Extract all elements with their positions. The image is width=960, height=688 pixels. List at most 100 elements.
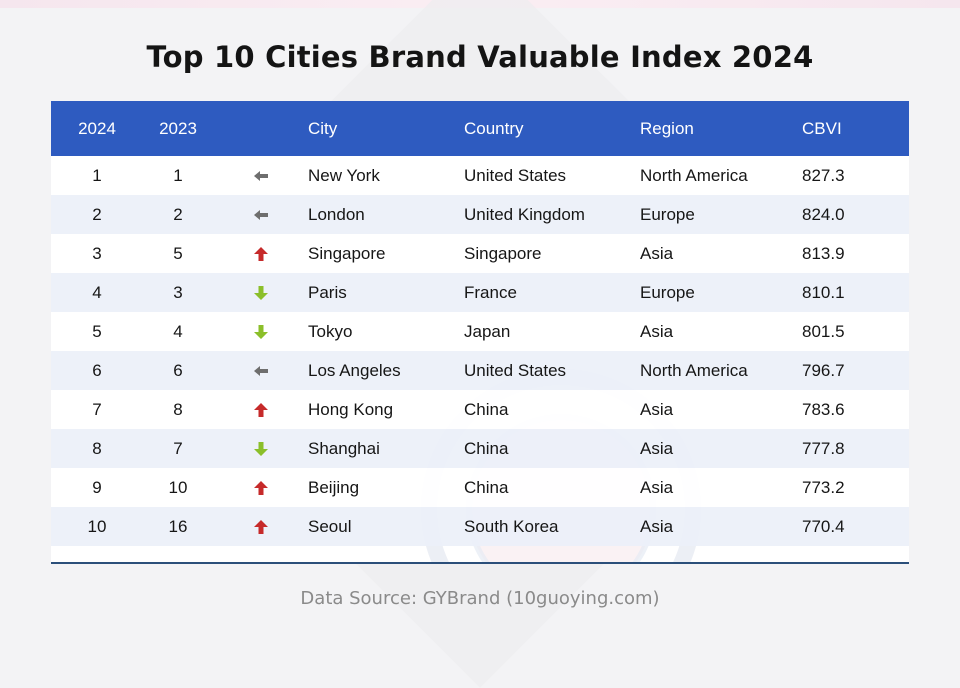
arrow-down-icon — [253, 286, 268, 301]
cell-city: Beijing — [308, 477, 360, 497]
cell-city: Paris — [308, 282, 347, 302]
cell-cbvi: 810.1 — [802, 282, 845, 302]
page-title: Top 10 Cities Brand Valuable Index 2024 — [146, 40, 814, 74]
cell-trend — [213, 312, 308, 351]
table-header-row: 2024 2023 City Country Region CBVI — [51, 101, 909, 156]
cell-rank-2023: 7 — [173, 438, 183, 458]
header-country: Country — [464, 118, 524, 138]
header-trend — [213, 101, 308, 156]
cell-trend — [213, 429, 308, 468]
cell-rank-2023: 16 — [168, 516, 188, 536]
cell-city: Singapore — [308, 243, 386, 263]
cell-country: France — [464, 282, 517, 302]
cell-region: Asia — [640, 321, 674, 341]
cell-country: Singapore — [464, 243, 542, 263]
data-source-note: Data Source: GYBrand (10guoying.com) — [300, 588, 660, 609]
table-row: 5 4 Tokyo Japan Asia 801.5 — [51, 312, 909, 351]
table-row: 9 10 Beijing China Asia 773.2 — [51, 468, 909, 507]
cell-country: South Korea — [464, 516, 559, 536]
cell-region: Europe — [640, 282, 695, 302]
cell-rank-2024: 2 — [92, 204, 102, 224]
cell-rank-2024: 3 — [92, 243, 102, 263]
cell-rank-2024: 1 — [92, 165, 102, 185]
cell-rank-2023: 3 — [173, 282, 183, 302]
cell-region: Asia — [640, 399, 674, 419]
cell-rank-2023: 2 — [173, 204, 183, 224]
table-row: 10 16 Seoul South Korea Asia 770.4 — [51, 507, 909, 546]
cell-rank-2024: 5 — [92, 321, 102, 341]
arrow-left-icon — [253, 210, 268, 221]
arrow-left-icon — [253, 366, 268, 377]
cell-cbvi: 777.8 — [802, 438, 845, 458]
cell-country: United States — [464, 360, 567, 380]
ranking-table: 2024 2023 City Country Region CBVI 1 1 New… — [51, 101, 909, 546]
cell-rank-2023: 8 — [173, 399, 183, 419]
cell-country: China — [464, 438, 509, 458]
table-row: 4 3 Paris France Europe 810.1 — [51, 273, 909, 312]
header-rank-2024: 2024 — [78, 118, 116, 138]
cell-cbvi: 796.7 — [802, 360, 845, 380]
table-row: 1 1 New York United States North America 827.… — [51, 156, 909, 195]
arrow-up-icon — [253, 403, 268, 418]
header-region: Region — [640, 118, 694, 138]
cell-rank-2024: 10 — [87, 516, 107, 536]
cell-region: Asia — [640, 438, 674, 458]
cell-trend — [213, 351, 308, 390]
arrow-down-icon — [253, 442, 268, 457]
cell-rank-2023: 4 — [173, 321, 183, 341]
cell-country: China — [464, 399, 509, 419]
cell-cbvi: 824.0 — [802, 204, 845, 224]
cell-rank-2023: 6 — [173, 360, 183, 380]
cell-trend — [213, 195, 308, 234]
cell-city: London — [308, 204, 365, 224]
cell-trend — [213, 390, 308, 429]
cell-city: Tokyo — [308, 321, 353, 341]
cell-trend — [213, 507, 308, 546]
cell-country: United Kingdom — [464, 204, 585, 224]
header-cbvi: CBVI — [802, 118, 842, 138]
cell-rank-2024: 4 — [92, 282, 102, 302]
cell-cbvi: 783.6 — [802, 399, 845, 419]
cell-cbvi: 773.2 — [802, 477, 845, 497]
cell-country: China — [464, 477, 509, 497]
table-row: 6 6 Los Angeles United States North America 7… — [51, 351, 909, 390]
cell-city: Shanghai — [308, 438, 380, 458]
cell-rank-2023: 1 — [173, 165, 183, 185]
cell-rank-2024: 8 — [92, 438, 102, 458]
cell-region: Asia — [640, 243, 674, 263]
cell-trend — [213, 273, 308, 312]
cell-trend — [213, 156, 308, 195]
cell-city: Seoul — [308, 516, 352, 536]
cell-city: Los Angeles — [308, 360, 401, 380]
cell-region: Asia — [640, 477, 674, 497]
cell-city: New York — [308, 165, 380, 185]
table-row: 2 2 London United Kingdom Europe 824.0 — [51, 195, 909, 234]
cell-cbvi: 827.3 — [802, 165, 845, 185]
cell-rank-2024: 9 — [92, 477, 102, 497]
cell-region: Europe — [640, 204, 695, 224]
table-row: 3 5 Singapore Singapore Asia 813.9 — [51, 234, 909, 273]
cell-rank-2023: 5 — [173, 243, 183, 263]
cell-country: Japan — [464, 321, 511, 341]
header-rank-2023: 2023 — [159, 118, 197, 138]
cell-trend — [213, 468, 308, 507]
arrow-up-icon — [253, 520, 268, 535]
table-body: 1 1 New York United States North America 827.… — [51, 156, 909, 546]
cell-rank-2024: 6 — [92, 360, 102, 380]
cell-cbvi: 770.4 — [802, 516, 845, 536]
cell-region: North America — [640, 360, 748, 380]
arrow-left-icon — [253, 171, 268, 182]
table-row: 7 8 Hong Kong China Asia 783.6 — [51, 390, 909, 429]
table-row: 8 7 Shanghai China Asia 777.8 — [51, 429, 909, 468]
arrow-up-icon — [253, 247, 268, 262]
cell-region: Asia — [640, 516, 674, 536]
arrow-down-icon — [253, 325, 268, 340]
cell-region: North America — [640, 165, 748, 185]
cell-cbvi: 801.5 — [802, 321, 845, 341]
arrow-up-icon — [253, 481, 268, 496]
table-bottom-rule — [51, 562, 909, 564]
cell-rank-2024: 7 — [92, 399, 102, 419]
cell-country: United States — [464, 165, 567, 185]
cell-rank-2023: 10 — [168, 477, 188, 497]
header-city: City — [308, 118, 338, 138]
